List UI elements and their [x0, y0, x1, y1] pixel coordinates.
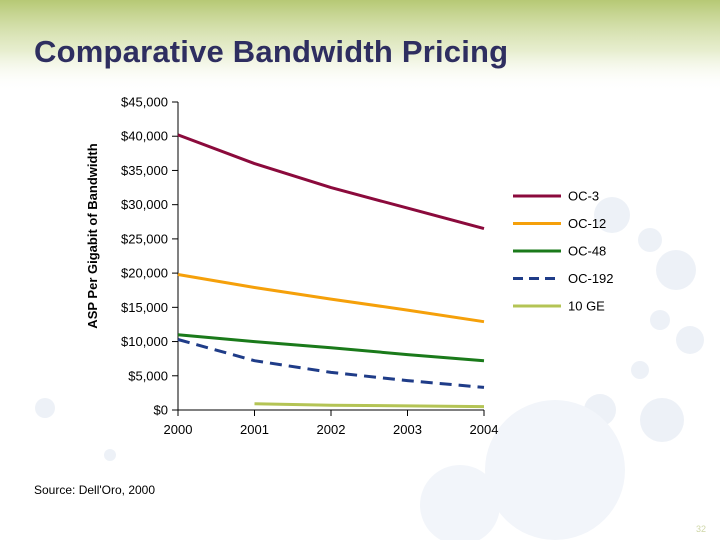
y-tick-label: $20,000: [121, 266, 168, 281]
series-line-oc-3: [177, 133, 485, 231]
chart-series: [177, 133, 485, 409]
y-tick-label: $15,000: [121, 300, 168, 315]
y-tick-label: $25,000: [121, 231, 168, 246]
source-note: Source: Dell'Oro, 2000: [34, 483, 156, 497]
y-tick-label: $0: [154, 403, 168, 418]
legend-label: OC-48: [568, 244, 606, 259]
series-line-oc-48: [177, 333, 485, 363]
x-tick-label: 2003: [393, 422, 422, 437]
y-tick-labels: $0 $5,000 $10,000 $15,000 $20,000 $25,000 $30,…: [121, 95, 178, 418]
y-tick-label: $35,000: [121, 163, 168, 178]
y-tick-label: $45,000: [121, 95, 168, 110]
x-tick-label: 2000: [164, 422, 193, 437]
legend-label: OC-192: [568, 271, 614, 286]
x-tick-label: 2001: [240, 422, 269, 437]
series-line-oc-192: [177, 338, 485, 389]
x-tick-labels: 2000 2001 2002 2003 2004: [164, 410, 499, 437]
series-line-oc-12: [177, 273, 485, 324]
legend-label: OC-3: [568, 189, 599, 204]
legend-label: OC-12: [568, 216, 606, 231]
legend-label: 10 GE: [568, 299, 605, 314]
top-decorative-band: [0, 0, 720, 92]
y-tick-label: $5,000: [128, 368, 168, 383]
y-tick-label: $30,000: [121, 197, 168, 212]
series-line-10-ge: [254, 402, 485, 409]
x-tick-label: 2004: [470, 422, 499, 437]
decorative-bubbles: [35, 197, 704, 540]
chart-axes: [177, 102, 484, 411]
page-number: 32: [695, 524, 706, 534]
y-axis-label: ASP Per Gigabit of Bandwidth: [85, 143, 100, 328]
x-tick-label: 2002: [317, 422, 346, 437]
y-tick-label: $40,000: [121, 129, 168, 144]
slide-title: Comparative Bandwidth Pricing: [34, 34, 509, 69]
chart-legend: OC-3 OC-12 OC-48 OC-192 10 GE: [513, 189, 614, 314]
y-tick-label: $10,000: [121, 334, 168, 349]
